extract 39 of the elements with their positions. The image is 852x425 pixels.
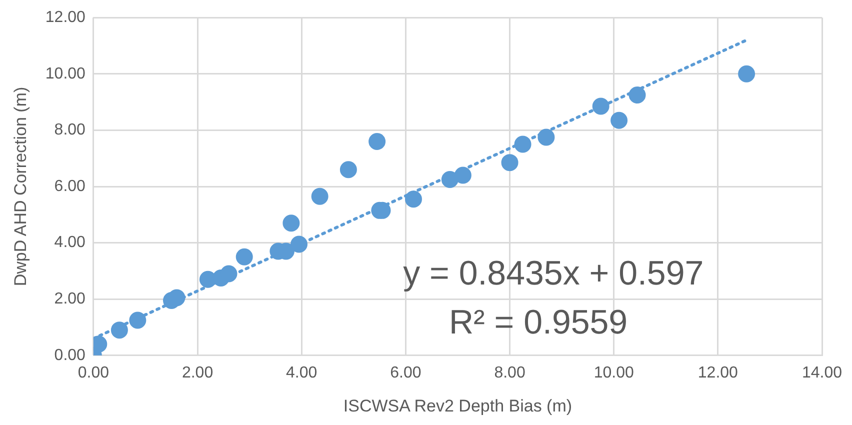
point (592, 98, 610, 115)
annotation: y = 0.8435x + 0.597 (403, 254, 704, 292)
point (501, 154, 518, 172)
point (220, 265, 238, 282)
y-tick-label: 8.00 (54, 122, 86, 139)
x-tick-label: 6.00 (390, 364, 422, 382)
annotation: R² = 0.9559 (448, 303, 628, 342)
y-tick-label: 0.00 (54, 346, 86, 364)
point (610, 112, 628, 129)
y-tick-label: 2.00 (54, 290, 86, 308)
x-tick-label: 10.00 (594, 364, 634, 382)
x-tick-label: 2.00 (182, 364, 214, 382)
point (282, 214, 300, 232)
x-tick-label: 12.00 (698, 364, 738, 382)
y-tick-label: 12.00 (45, 9, 86, 26)
y-tick-label: 6.00 (54, 178, 86, 195)
point (628, 86, 646, 104)
point (236, 248, 253, 266)
point (311, 188, 328, 205)
point (340, 161, 357, 178)
point (368, 132, 386, 150)
y-tick-label: 10.00 (45, 65, 86, 82)
point (738, 65, 756, 82)
x-axis-title: ISCWSA Rev2 Depth Bias (m) (343, 396, 572, 416)
x-tick-label: 8.00 (494, 364, 526, 382)
point (404, 190, 422, 208)
point (514, 136, 532, 153)
x-tick-label: 4.00 (286, 364, 318, 382)
y-tick-label: 4.00 (54, 234, 86, 252)
point (441, 170, 458, 188)
x-tick-label: 0.00 (78, 364, 110, 382)
point (454, 166, 472, 184)
x-tick-label: 14.00 (802, 364, 842, 382)
point (168, 289, 186, 306)
point (110, 322, 128, 339)
point (290, 236, 308, 253)
y-axis-title: DwpD AHD Correction (m) (10, 86, 30, 286)
point (129, 312, 146, 329)
point (538, 128, 555, 146)
